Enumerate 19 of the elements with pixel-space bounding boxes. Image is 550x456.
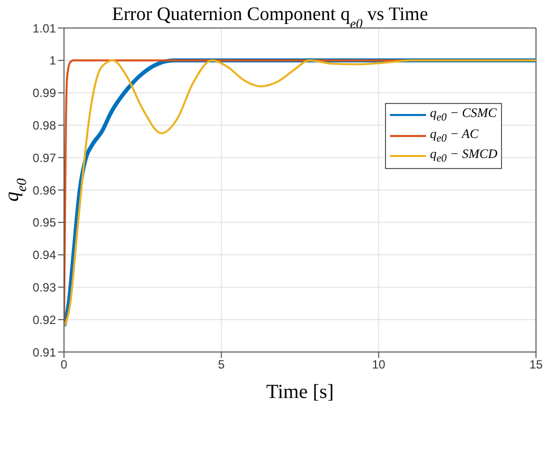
y-tick-label: 0.95 — [32, 216, 56, 230]
x-axis-title: Time [s] — [266, 381, 334, 403]
y-tick-label: 0.99 — [32, 86, 56, 100]
x-tick-label: 0 — [60, 358, 68, 372]
x-tick-label: 5 — [218, 358, 225, 372]
y-tick-label: 0.92 — [32, 312, 56, 327]
legend-label: q$_{e0}$ − SMCD — [430, 146, 498, 167]
legend-label: q$_{e0}$ − CSMC — [430, 105, 497, 126]
y-tick-label: 1.01 — [32, 21, 56, 36]
y-tick-label: 1 — [49, 54, 56, 68]
x-tick-label: 10 — [372, 358, 386, 372]
y-tick-label: 0.96 — [32, 183, 56, 198]
y-tick-label: 0.91 — [32, 345, 56, 360]
y-tick-label: 0.97 — [32, 150, 56, 165]
legend-label: q$_{e0}$ − AC — [430, 126, 478, 146]
y-tick-label: 0.93 — [32, 280, 56, 294]
y-tick-label: 0.98 — [32, 118, 56, 132]
y-tick-label: 0.94 — [32, 248, 56, 262]
x-tick-label: 15 — [529, 358, 543, 372]
